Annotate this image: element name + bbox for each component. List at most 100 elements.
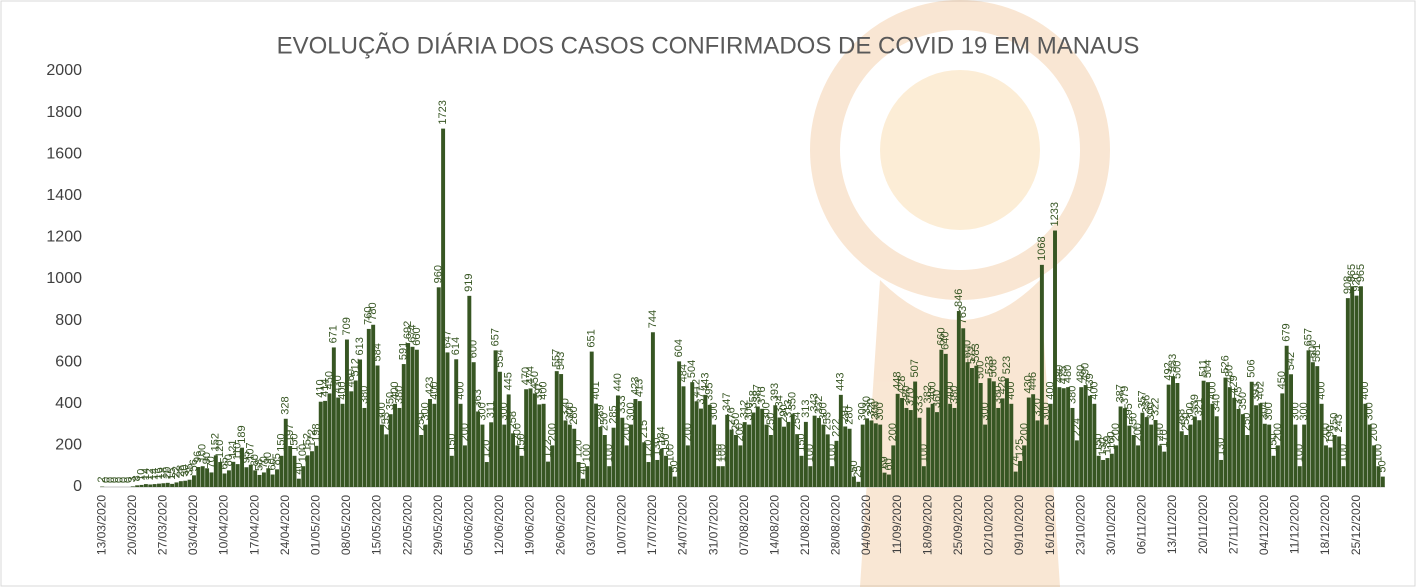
bar [1275,445,1280,487]
bar [1363,403,1368,487]
bar [174,482,179,487]
bar [1088,395,1092,487]
bar [1236,409,1241,487]
bar [760,408,765,487]
bar [1319,403,1324,487]
value-label: 400 [927,381,939,399]
bar [379,424,384,487]
value-label: 90 [262,452,274,464]
x-tick-label: 24/07/2020 [676,495,690,555]
value-label: 215 [638,420,650,438]
value-label: 660 [935,327,947,345]
bar [817,417,821,487]
value-label: 428 [896,376,908,394]
value-label: 543 [555,352,567,370]
bar [677,361,682,487]
bar [838,394,843,487]
bar [790,414,795,487]
value-label: 258 [507,411,519,429]
value-label: 480 [1053,365,1065,383]
y-tick-label: 2000 [46,62,82,79]
bar [978,383,983,487]
bar [222,473,227,487]
bar [550,445,555,487]
bar [139,484,144,487]
bar [410,346,415,487]
bar [935,412,939,487]
x-tick-label: 16/10/2020 [1043,495,1057,555]
value-label: 295 [1123,403,1135,421]
value-label: 197 [284,424,296,442]
value-label: 504 [686,360,698,378]
value-label: 600 [1307,340,1319,358]
bar [646,462,651,487]
bar [261,472,266,487]
bar [1044,424,1049,487]
x-tick-label: 21/08/2020 [798,495,812,555]
bar [1153,420,1158,487]
bar [1144,417,1149,487]
value-label: 0 [114,477,126,483]
bar [637,401,642,487]
bar [563,420,568,487]
value-label: 160 [1106,431,1118,449]
bar [511,433,516,487]
value-label: 554 [494,349,506,367]
bar [1324,445,1328,487]
bar [607,466,612,487]
x-tick-label: 04/09/2020 [859,495,873,555]
bar [620,417,625,487]
bar [1140,412,1145,487]
bar [1271,455,1276,487]
value-label: 333 [913,395,925,413]
bar [952,407,957,487]
value-label: 413 [634,379,646,397]
bar [1284,345,1289,487]
x-tick-label: 09/10/2020 [1012,495,1026,555]
bar [882,472,887,487]
bar [1175,383,1180,487]
bar [602,435,607,487]
bar [703,394,708,487]
bar [1131,435,1136,487]
value-label: 291 [839,404,851,422]
value-label: 320 [865,398,877,416]
bar [843,426,848,487]
value-label: 334 [774,395,786,413]
value-label: 492 [1163,362,1175,380]
value-label: 300 [817,402,829,420]
value-label: 614 [450,337,462,355]
bar [1367,424,1372,487]
value-label: 651 [586,329,598,347]
value-label: 22 [170,466,182,478]
x-tick-label: 18/09/2020 [920,495,934,555]
y-tick-label: 1800 [46,104,82,121]
value-label: 300 [1289,402,1301,420]
y-tick-label: 1400 [46,187,82,204]
bar [1039,264,1044,487]
bar [406,343,411,487]
bar [537,404,542,487]
bar [1249,381,1254,487]
bar [414,349,419,487]
bar [340,403,345,487]
x-tick-label: 22/05/2020 [400,495,414,555]
bar [471,362,476,487]
bar [1240,414,1245,487]
x-tick-label: 07/08/2020 [737,495,751,555]
bar [629,424,634,487]
value-label: 490 [1080,363,1092,381]
bar [192,475,196,487]
x-tick-label: 13/11/2020 [1165,495,1179,554]
bar [196,467,201,487]
bar [707,404,712,487]
bar [1105,458,1110,487]
value-label: 100 [712,444,724,462]
bar [1227,387,1232,487]
bar [948,403,953,487]
bar [655,459,660,487]
bar [458,403,463,487]
value-label: 125 [1014,439,1026,457]
value-label: 660 [411,327,423,345]
value-label: 300 [564,402,576,420]
